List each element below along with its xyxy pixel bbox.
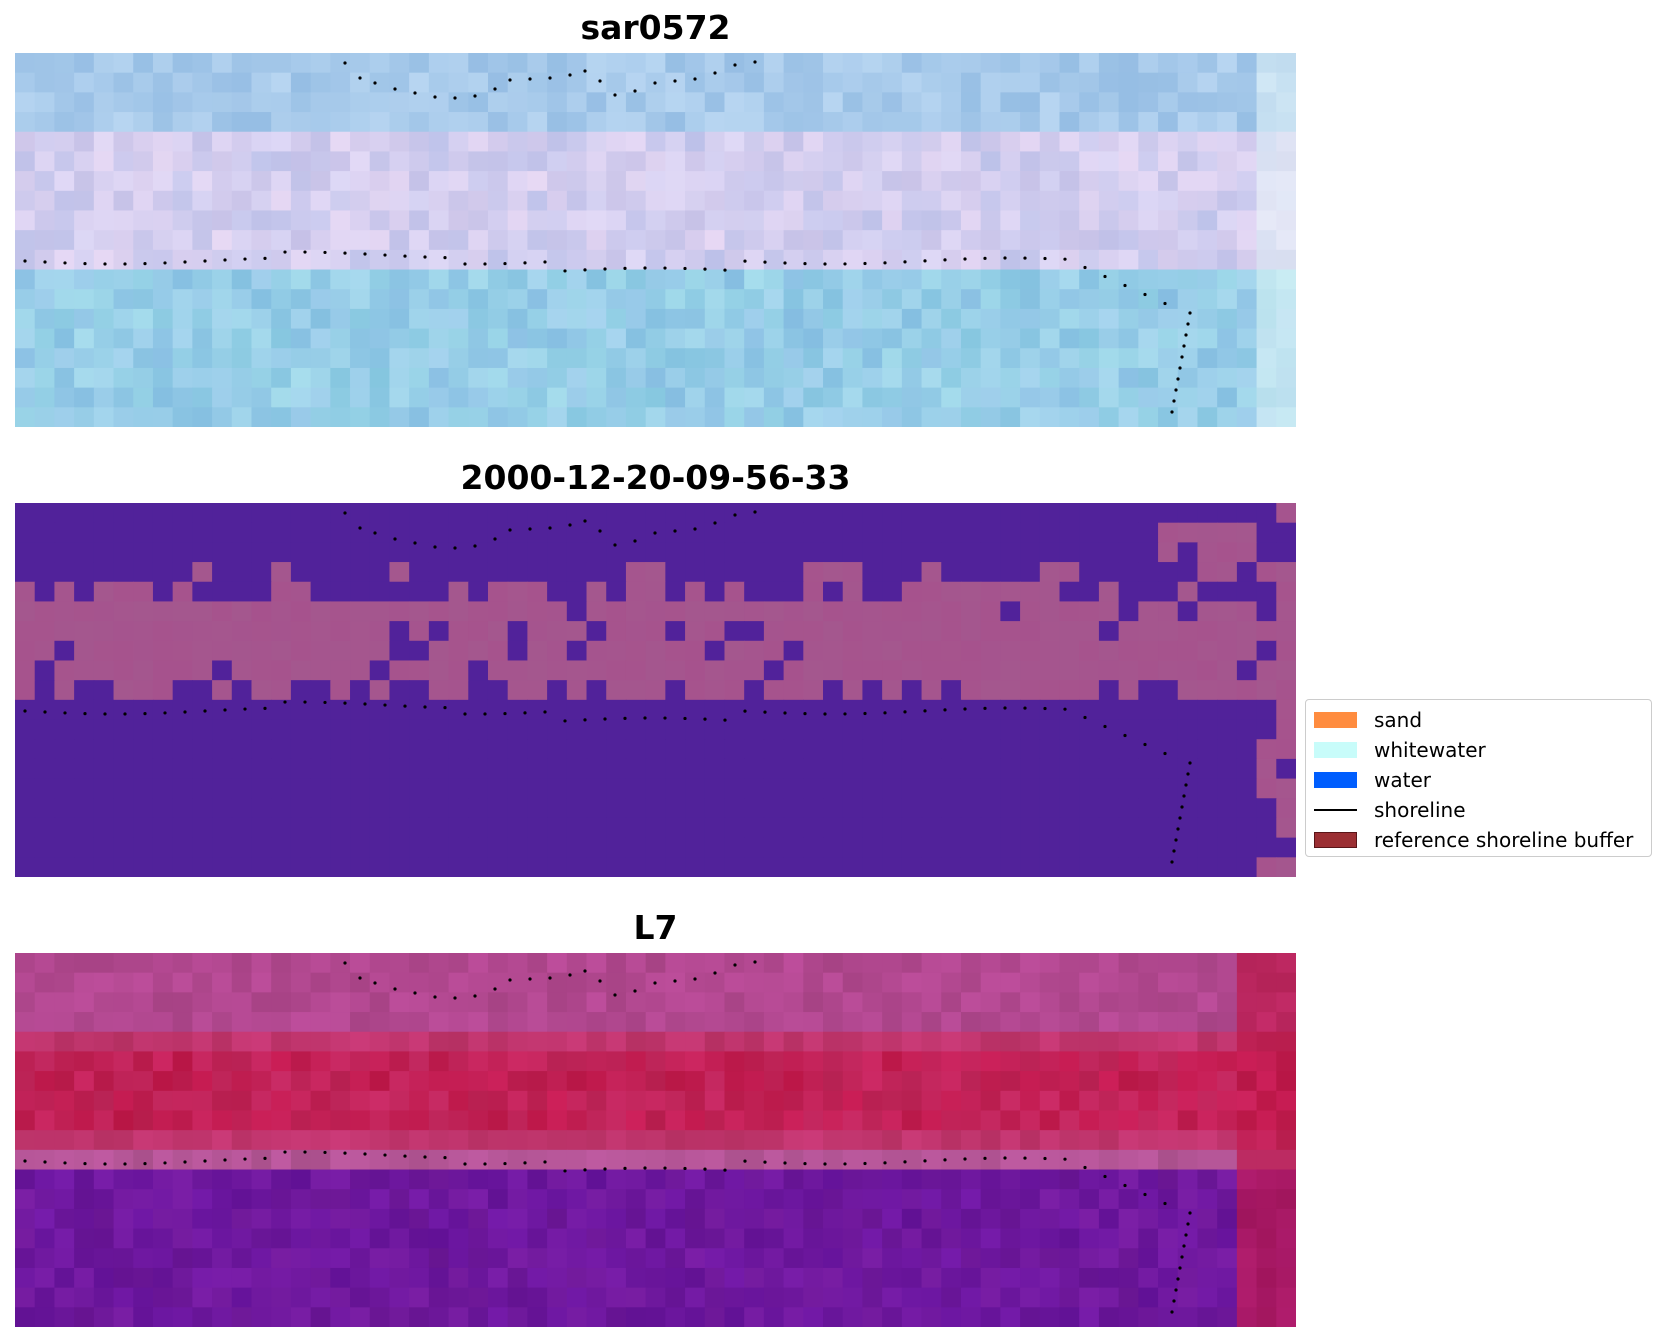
water-index-image: [15, 953, 1296, 1327]
legend-label-sand: sand: [1374, 708, 1423, 732]
legend-label-water: water: [1374, 768, 1431, 792]
legend-label-buffer: reference shoreline buffer: [1374, 828, 1634, 852]
shoreline-dots: [23, 60, 1192, 414]
legend-item-buffer: reference shoreline buffer: [1314, 825, 1643, 855]
legend-label-whitewater: whitewater: [1374, 738, 1486, 762]
panel-title-sar: sar0572: [580, 8, 731, 47]
sand-swatch: [1314, 712, 1357, 728]
shoreline-line-swatch: [1314, 808, 1357, 812]
water-swatch: [1314, 772, 1357, 788]
shoreline-dots: [23, 510, 1192, 864]
legend: sand whitewater water shoreline referenc…: [1305, 699, 1652, 857]
legend-item-water: water: [1314, 765, 1643, 795]
buffer-swatch: [1314, 832, 1357, 848]
panel-title-sensor: L7: [633, 908, 678, 947]
classified-image: [15, 503, 1296, 877]
whitewater-swatch: [1314, 742, 1357, 758]
satellite-rgb-image: [15, 53, 1296, 427]
legend-item-sand: sand: [1314, 705, 1643, 735]
legend-label-shoreline: shoreline: [1374, 798, 1466, 822]
shoreline-dots: [23, 960, 1192, 1314]
legend-item-whitewater: whitewater: [1314, 735, 1643, 765]
legend-item-shoreline: shoreline: [1314, 795, 1643, 825]
panel-title-date: 2000-12-20-09-56-33: [460, 458, 851, 497]
